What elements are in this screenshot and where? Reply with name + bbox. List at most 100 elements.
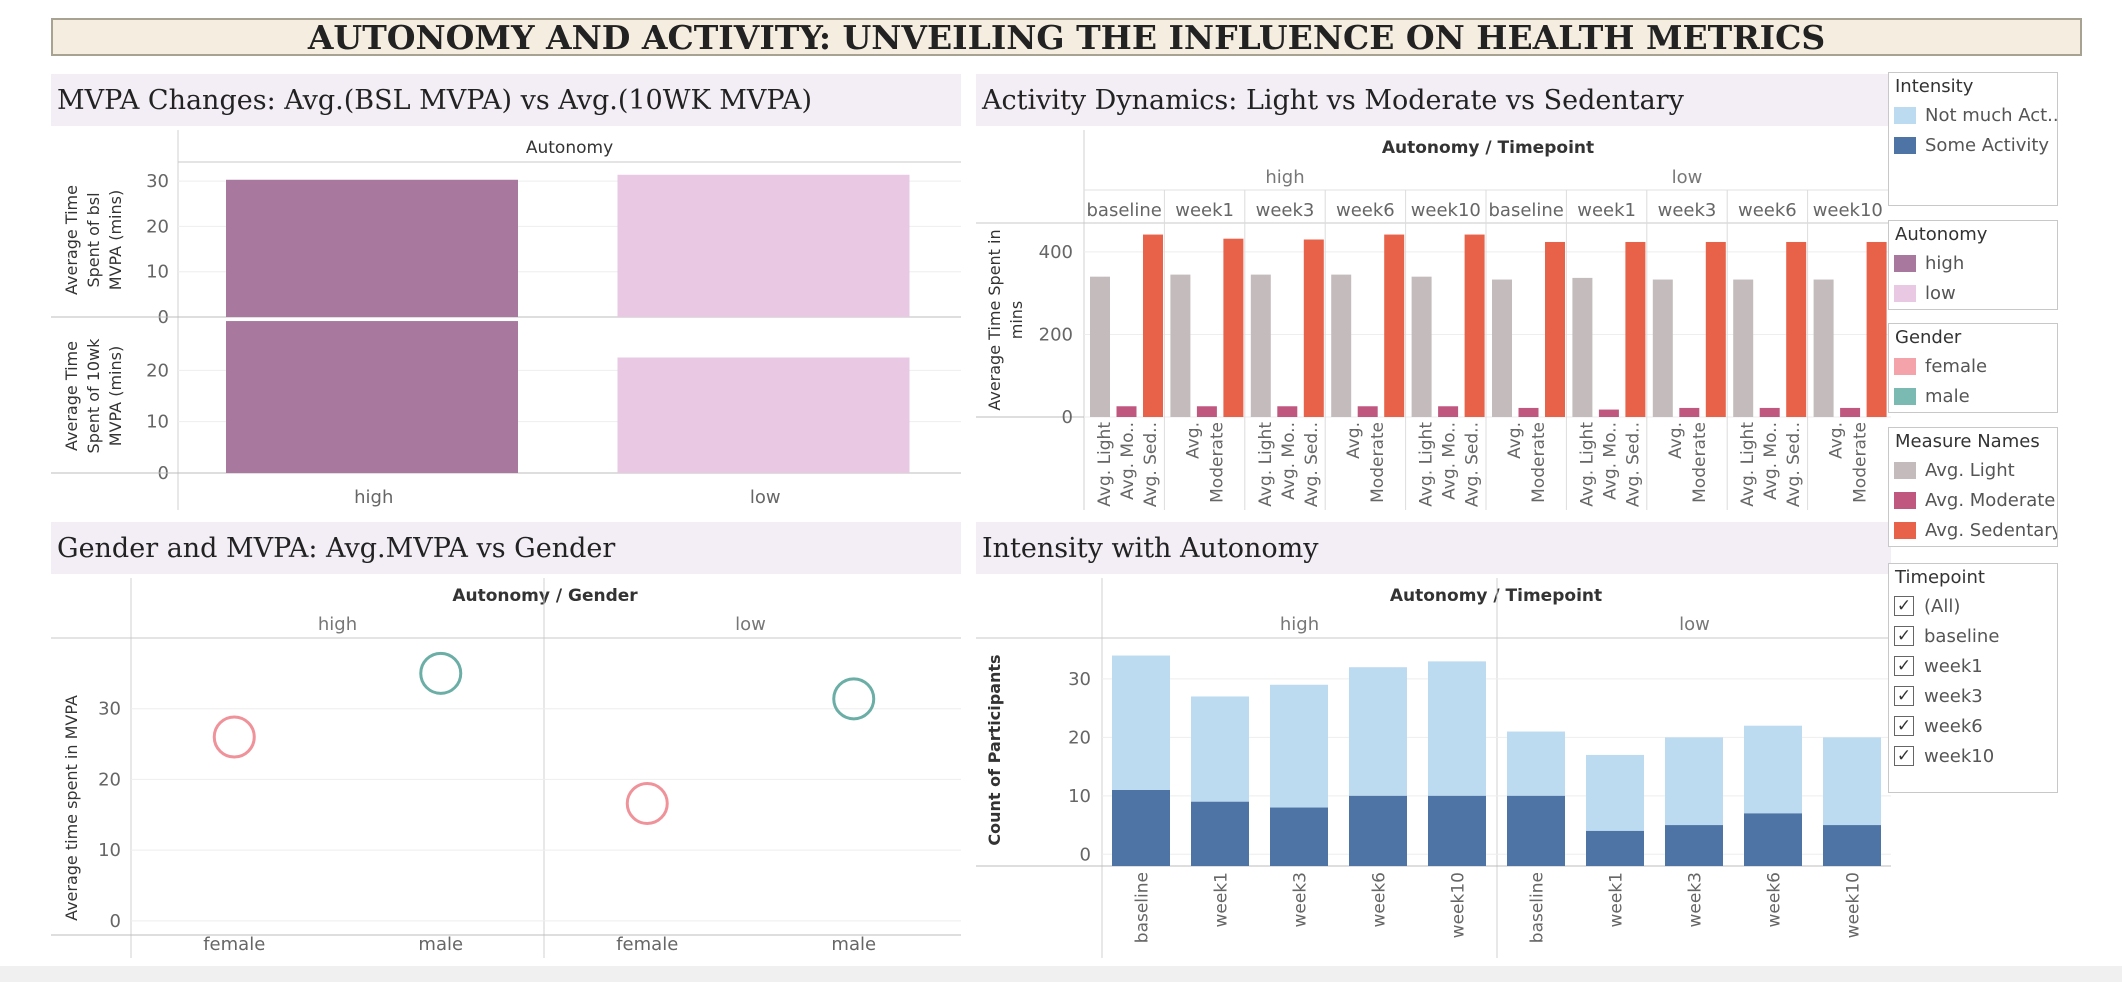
- legend-swatch: [1894, 284, 1916, 302]
- y-tick-label: 10: [146, 262, 169, 283]
- activity-panel-title: Activity Dynamics: Light vs Moderate vs …: [976, 74, 1891, 126]
- bar: [1744, 725, 1802, 814]
- bar: [1112, 655, 1170, 790]
- bar: [226, 321, 518, 473]
- checkbox-checked[interactable]: ✓: [1894, 716, 1914, 736]
- bar: [1250, 274, 1271, 417]
- group-header: low: [1672, 167, 1703, 188]
- x-tick-label: male: [418, 934, 463, 955]
- legend-item[interactable]: Avg. Light: [1889, 455, 2057, 485]
- x-tick-label: Moderate: [1690, 422, 1710, 503]
- intensity-panel-title: Intensity with Autonomy: [976, 522, 1891, 574]
- legend-item[interactable]: Avg. Moderate: [1889, 485, 2057, 515]
- y-tick-label: 30: [146, 171, 169, 192]
- x-tick-label: Moderate: [1368, 422, 1388, 503]
- x-tick-label: Avg. Sed..: [1784, 422, 1804, 507]
- timepoint-header: week3: [1658, 200, 1717, 221]
- filter-item[interactable]: ✓ week10: [1889, 741, 2057, 771]
- legend-swatch: [1894, 357, 1916, 375]
- legend-item[interactable]: Not much Act...: [1889, 100, 2057, 130]
- x-tick-label: week3: [1291, 872, 1311, 927]
- legend-item[interactable]: Some Activity: [1889, 130, 2057, 160]
- group-header: low: [1679, 614, 1710, 635]
- bar: [1518, 407, 1539, 417]
- legend-swatch: [1894, 254, 1916, 272]
- filter-item[interactable]: ✓ (All): [1889, 591, 2057, 621]
- intensity-autonomy-chart: Autonomy / Timepoint high low 0 10 20 30 Count …: [976, 578, 1891, 958]
- timepoint-header: week10: [1813, 200, 1883, 221]
- bar: [1679, 407, 1700, 417]
- filter-item[interactable]: ✓ week3: [1889, 681, 2057, 711]
- bar: [1665, 825, 1723, 866]
- bar: [1270, 684, 1328, 808]
- y-tick-label: 0: [1080, 844, 1091, 865]
- bar: [1586, 830, 1644, 866]
- x-tick-label: Avg. Sed..: [1463, 422, 1483, 507]
- gender-mvpa-chart: Autonomy / Gender high low 0 10 20 30 Average t…: [51, 578, 961, 958]
- y-tick-label: 20: [98, 769, 121, 790]
- y-axis-label: Average Time Spent in: [985, 229, 1004, 410]
- y-tick-label: 30: [1068, 669, 1091, 690]
- legend-item[interactable]: male: [1889, 381, 2057, 411]
- bar: [1331, 274, 1352, 417]
- mvpa-panel-title: MVPA Changes: Avg.(BSL MVPA) vs Avg.(10W…: [51, 74, 961, 126]
- x-tick-label: week10: [1449, 872, 1469, 938]
- timepoint-header: week6: [1336, 200, 1395, 221]
- x-tick-label: low: [750, 487, 781, 508]
- legend-swatch: [1894, 136, 1916, 154]
- legend-title: Intensity: [1895, 76, 1974, 97]
- timepoint-header: week6: [1738, 200, 1797, 221]
- filter-item[interactable]: ✓ week6: [1889, 711, 2057, 741]
- legend-swatch: [1894, 521, 1916, 539]
- intensity-legend: Intensity Not much Act... Some Activity: [1888, 72, 2058, 206]
- bar: [1507, 795, 1565, 866]
- x-tick-label: week6: [1765, 872, 1785, 927]
- filter-label: week6: [1924, 715, 1983, 737]
- checkbox-checked[interactable]: ✓: [1894, 626, 1914, 646]
- timepoint-header: baseline: [1086, 200, 1161, 221]
- y-tick-label: 20: [1068, 727, 1091, 748]
- x-tick-label: Avg.: [1827, 422, 1847, 459]
- timepoint-filter: Timepoint ✓ (All) ✓ baseline ✓ week1 ✓ week3…: [1888, 563, 2058, 793]
- legend-item[interactable]: low: [1889, 278, 2057, 308]
- filter-item[interactable]: ✓ week1: [1889, 651, 2057, 681]
- bar: [1196, 406, 1217, 417]
- measure-names-legend: Measure Names Avg. Light Avg. Moderate A…: [1888, 427, 2058, 547]
- x-tick-label: week3: [1686, 872, 1706, 927]
- x-tick-label: Moderate: [1851, 422, 1871, 503]
- x-tick-label: week10: [1844, 872, 1864, 938]
- legend-swatch: [1894, 106, 1916, 124]
- filter-label: baseline: [1924, 625, 2000, 647]
- legend-label: male: [1925, 385, 1970, 407]
- bar: [1116, 406, 1137, 417]
- x-tick-label: female: [616, 934, 678, 955]
- y-tick-label: 400: [1039, 242, 1073, 263]
- data-point: [832, 677, 876, 721]
- filter-title: Timepoint: [1895, 567, 1985, 588]
- bar: [1823, 825, 1881, 866]
- column-header: Autonomy / Timepoint: [1382, 138, 1594, 158]
- legend-item[interactable]: high: [1889, 248, 2057, 278]
- bar: [1840, 407, 1861, 417]
- y-tick-label: 20: [146, 360, 169, 381]
- checkbox-checked[interactable]: ✓: [1894, 686, 1914, 706]
- y-axis-label: Spent of bsl: [84, 192, 103, 287]
- x-tick-label: Avg. Sed..: [1141, 422, 1161, 507]
- bar: [1170, 274, 1191, 417]
- legend-item[interactable]: Avg. Sedentary: [1889, 515, 2057, 545]
- checkbox-checked[interactable]: ✓: [1894, 656, 1914, 676]
- filter-label: week1: [1924, 655, 1983, 677]
- x-tick-label: Avg. Light: [1417, 422, 1437, 507]
- x-tick-label: Moderate: [1529, 422, 1549, 503]
- bar: [1112, 790, 1170, 866]
- checkbox-checked[interactable]: ✓: [1894, 746, 1914, 766]
- checkbox-checked[interactable]: ✓: [1894, 596, 1914, 616]
- legend-item[interactable]: female: [1889, 351, 2057, 381]
- y-tick-label: 0: [1062, 407, 1073, 428]
- filter-item[interactable]: ✓ baseline: [1889, 621, 2057, 651]
- x-tick-label: Avg. Mo..: [1118, 422, 1138, 500]
- legend-label: low: [1925, 282, 1956, 304]
- x-tick-label: Avg. Mo..: [1440, 422, 1460, 500]
- x-tick-label: week1: [1212, 872, 1232, 927]
